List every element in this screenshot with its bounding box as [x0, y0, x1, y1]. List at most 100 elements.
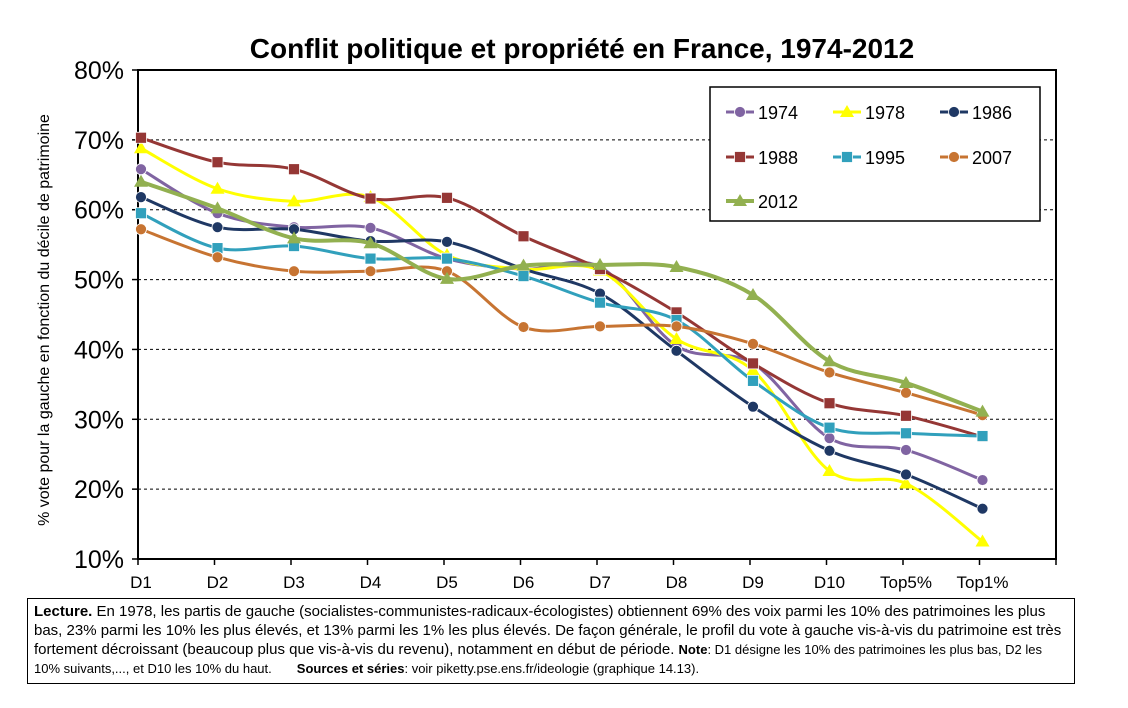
legend-label: 1974 — [758, 103, 798, 123]
data-point — [287, 194, 301, 207]
legend-item-1995: 1995 — [833, 148, 905, 168]
data-point — [594, 296, 606, 309]
data-point — [211, 221, 224, 234]
x-tick-label: D9 — [742, 573, 764, 592]
data-point — [823, 421, 836, 434]
data-point — [823, 397, 836, 410]
data-point — [441, 191, 453, 204]
data-point — [669, 259, 684, 272]
legend-item-1988: 1988 — [726, 148, 798, 168]
legend-box — [709, 86, 1041, 222]
data-point — [211, 156, 224, 169]
data-point — [823, 444, 836, 457]
legend-label: 1995 — [865, 148, 905, 168]
legend-item-1974: 1974 — [726, 103, 798, 123]
lecture-label: Lecture. — [34, 603, 93, 620]
data-point — [670, 344, 683, 357]
sources-label: Sources et séries — [296, 661, 405, 676]
data-point — [134, 174, 148, 187]
series-line — [140, 211, 983, 438]
data-point — [135, 223, 147, 236]
series-line — [140, 195, 984, 511]
x-tick-label: D8 — [666, 573, 688, 592]
data-point — [517, 230, 530, 243]
x-tick-label: D6 — [513, 573, 535, 592]
data-point — [594, 320, 606, 333]
data-point — [747, 337, 759, 350]
legend-label: 1986 — [972, 103, 1012, 123]
x-tick-label: D3 — [283, 573, 305, 592]
data-point — [822, 354, 837, 367]
data-point — [976, 474, 989, 486]
x-tick-label: D7 — [589, 573, 611, 592]
data-point — [823, 366, 836, 379]
legend-item-2012: 2012 — [726, 192, 798, 212]
data-point — [441, 252, 453, 265]
data-point — [364, 265, 377, 278]
data-point — [135, 207, 147, 220]
legend: 1974 1978 1986 1988 1995 2007 2012 — [709, 86, 1041, 222]
data-point — [363, 236, 378, 249]
x-tick-label: D4 — [360, 573, 382, 592]
legend-item-1986: 1986 — [940, 103, 1012, 123]
data-point — [975, 404, 990, 417]
data-point — [288, 265, 300, 278]
y-tick-label: 80% — [74, 57, 124, 85]
x-tick-label: D2 — [207, 573, 229, 592]
x-tick-label: Top1% — [957, 573, 1009, 592]
legend-label: 1978 — [865, 103, 905, 123]
data-point — [747, 400, 759, 413]
data-point — [823, 432, 836, 445]
data-point — [210, 181, 225, 194]
data-point — [593, 257, 607, 270]
data-point — [899, 375, 913, 388]
data-point — [516, 258, 531, 271]
data-point — [135, 131, 147, 144]
data-point — [287, 231, 301, 244]
lecture-text: En 1978, les partis de gauche (socialist… — [34, 603, 1062, 658]
data-point — [669, 331, 684, 344]
y-tick-label: 20% — [74, 476, 124, 504]
x-tick-label: D10 — [814, 573, 845, 592]
data-point — [976, 502, 989, 515]
data-point — [900, 409, 912, 422]
data-point — [899, 476, 913, 489]
data-point — [900, 386, 912, 399]
series-1986 — [135, 191, 989, 515]
data-point — [746, 287, 760, 300]
data-point — [517, 270, 530, 282]
data-point — [135, 191, 147, 204]
data-point — [364, 192, 377, 205]
y-tick-label: 50% — [74, 267, 124, 295]
data-point — [670, 320, 683, 333]
note-label: Note — [678, 642, 708, 657]
data-point — [822, 463, 837, 476]
legend-label: 1988 — [758, 148, 798, 168]
y-tick-label: 40% — [74, 336, 124, 364]
data-point — [517, 321, 530, 333]
chart: Conflit politique et propriété en France… — [36, 33, 1057, 592]
legend-item-2007: 2007 — [940, 148, 1012, 168]
series-2012 — [134, 174, 990, 417]
x-tick-label: D5 — [436, 573, 458, 592]
data-point — [976, 430, 989, 442]
data-point — [364, 252, 377, 265]
data-point — [210, 201, 225, 214]
gridlines — [138, 139, 1056, 490]
data-point — [900, 468, 912, 481]
legend-marker — [734, 106, 746, 118]
legend-marker — [948, 151, 960, 163]
data-point — [747, 374, 759, 387]
x-tick-label: D1 — [130, 573, 152, 592]
legend-label: 2012 — [758, 192, 798, 212]
data-point — [975, 534, 990, 547]
legend-marker — [734, 151, 746, 163]
legend-marker — [841, 151, 853, 163]
series-line — [140, 227, 983, 417]
data-point — [134, 141, 148, 154]
series-line — [140, 179, 984, 414]
data-point — [440, 271, 454, 284]
y-tick-label: 70% — [74, 127, 124, 155]
data-point — [441, 235, 453, 248]
sources-text: : voir piketty.pse.ens.fr/ideologie (gra… — [404, 661, 700, 676]
